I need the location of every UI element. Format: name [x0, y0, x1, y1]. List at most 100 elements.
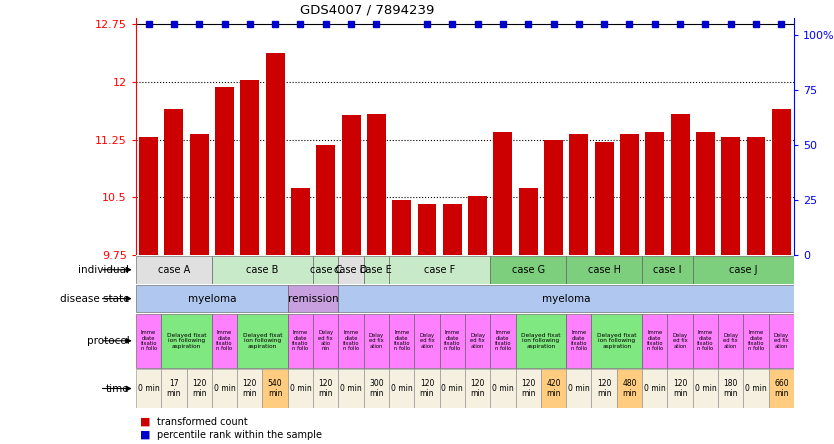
Bar [440, 313, 465, 368]
Text: 120
min: 120 min [192, 379, 207, 398]
Text: 120
min: 120 min [243, 379, 257, 398]
Bar [212, 256, 313, 284]
Text: Delay
ed fix
ation: Delay ed fix ation [672, 333, 688, 349]
Bar [718, 313, 743, 368]
Text: 120
min: 120 min [597, 379, 611, 398]
Bar [237, 313, 288, 368]
Bar [595, 142, 614, 255]
Bar [769, 369, 794, 408]
Text: case G: case G [512, 265, 545, 275]
Text: 120
min: 120 min [470, 379, 485, 398]
Bar [721, 137, 741, 255]
Bar [266, 53, 284, 255]
Bar [189, 134, 208, 255]
Text: case A: case A [158, 265, 190, 275]
Text: Delayed fixat
ion following
aspiration: Delayed fixat ion following aspiration [521, 333, 560, 349]
Text: Delayed fixat
ion following
aspiration: Delayed fixat ion following aspiration [243, 333, 282, 349]
Bar [313, 313, 339, 368]
Text: GDS4007 / 7894239: GDS4007 / 7894239 [300, 4, 435, 16]
Bar [541, 369, 566, 408]
Text: case F: case F [424, 265, 455, 275]
Bar [743, 369, 769, 408]
Bar [342, 115, 360, 255]
Text: 0 min: 0 min [745, 384, 767, 393]
Bar [490, 313, 515, 368]
Bar [237, 369, 263, 408]
Text: myeloma: myeloma [188, 293, 236, 304]
Text: Delay
ed fix
ation: Delay ed fix ation [420, 333, 435, 349]
Bar [519, 188, 538, 255]
Bar [769, 313, 794, 368]
Text: percentile rank within the sample: percentile rank within the sample [157, 430, 322, 440]
Bar [646, 132, 664, 255]
Bar [364, 369, 389, 408]
Text: Imme
diate
fixatio
n follo: Imme diate fixatio n follo [292, 330, 309, 351]
Bar [443, 204, 462, 255]
Text: 0 min: 0 min [568, 384, 590, 393]
Text: Delay
ed fix
atio
nin: Delay ed fix atio nin [319, 330, 334, 351]
Text: 540
min: 540 min [268, 379, 283, 398]
Bar [212, 313, 237, 368]
Bar [544, 139, 563, 255]
Text: 120
min: 120 min [673, 379, 687, 398]
Bar [367, 114, 386, 255]
Text: Delay
ed fix
ation: Delay ed fix ation [774, 333, 789, 349]
Text: 0 min: 0 min [441, 384, 463, 393]
Text: 420
min: 420 min [546, 379, 560, 398]
Bar [771, 109, 791, 255]
Text: 0 min: 0 min [695, 384, 716, 393]
Bar [468, 196, 487, 255]
Bar [566, 256, 642, 284]
Text: 0 min: 0 min [391, 384, 413, 393]
Bar [136, 369, 161, 408]
Text: Delay
ed fix
ation: Delay ed fix ation [470, 333, 485, 349]
Text: Imme
diate
fixatio
n follo: Imme diate fixatio n follo [646, 330, 663, 351]
Bar [136, 285, 288, 313]
Bar [392, 200, 411, 255]
Text: Delayed fixat
ion following
aspiration: Delayed fixat ion following aspiration [597, 333, 636, 349]
Text: Delay
ed fix
ation: Delay ed fix ation [723, 333, 738, 349]
Bar [718, 369, 743, 408]
Bar [465, 369, 490, 408]
Text: 660
min: 660 min [774, 379, 789, 398]
Text: 0 min: 0 min [492, 384, 514, 393]
Text: 120
min: 120 min [521, 379, 535, 398]
Bar [746, 137, 766, 255]
Text: disease state: disease state [60, 293, 129, 304]
Bar [339, 285, 794, 313]
Text: Imme
diate
fixatio
n follo: Imme diate fixatio n follo [394, 330, 410, 351]
Text: Delayed fixat
ion following
aspiration: Delayed fixat ion following aspiration [167, 333, 206, 349]
Text: 120
min: 120 min [319, 379, 333, 398]
Text: 17
min: 17 min [167, 379, 181, 398]
Text: case D: case D [334, 265, 368, 275]
Text: protocol: protocol [87, 336, 129, 346]
Text: time: time [106, 384, 129, 393]
Bar [136, 256, 212, 284]
Text: 0 min: 0 min [289, 384, 311, 393]
Text: case H: case H [588, 265, 620, 275]
Bar [693, 313, 718, 368]
Text: ■: ■ [140, 430, 151, 440]
Bar [313, 256, 339, 284]
Bar [642, 369, 667, 408]
Bar [418, 204, 436, 255]
Bar [566, 369, 591, 408]
Bar [364, 256, 389, 284]
Bar [667, 369, 693, 408]
Bar [161, 369, 187, 408]
Text: 300
min: 300 min [369, 379, 384, 398]
Text: Delay
ed fix
ation: Delay ed fix ation [369, 333, 384, 349]
Text: Imme
diate
fixatio
n follo: Imme diate fixatio n follo [748, 330, 764, 351]
Bar [212, 369, 237, 408]
Text: case E: case E [360, 265, 392, 275]
Text: 120
min: 120 min [420, 379, 435, 398]
Bar [339, 369, 364, 408]
Text: myeloma: myeloma [542, 293, 590, 304]
Bar [620, 134, 639, 255]
Bar [187, 369, 212, 408]
Bar [339, 256, 364, 284]
Text: case B: case B [246, 265, 279, 275]
Text: Imme
diate
fixatio
n follo: Imme diate fixatio n follo [444, 330, 460, 351]
Bar [671, 114, 690, 255]
Text: Imme
diate
fixatio
n follo: Imme diate fixatio n follo [495, 330, 511, 351]
